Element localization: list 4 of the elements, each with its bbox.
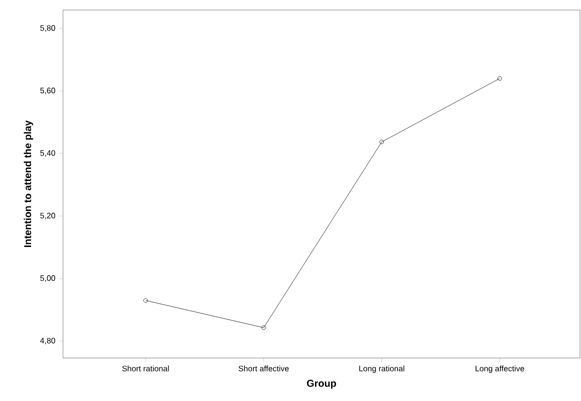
y-axis-title: Intention to attend the play (24, 120, 34, 247)
x-axis-title: Group (306, 380, 336, 389)
point (380, 140, 384, 144)
point (261, 325, 266, 330)
